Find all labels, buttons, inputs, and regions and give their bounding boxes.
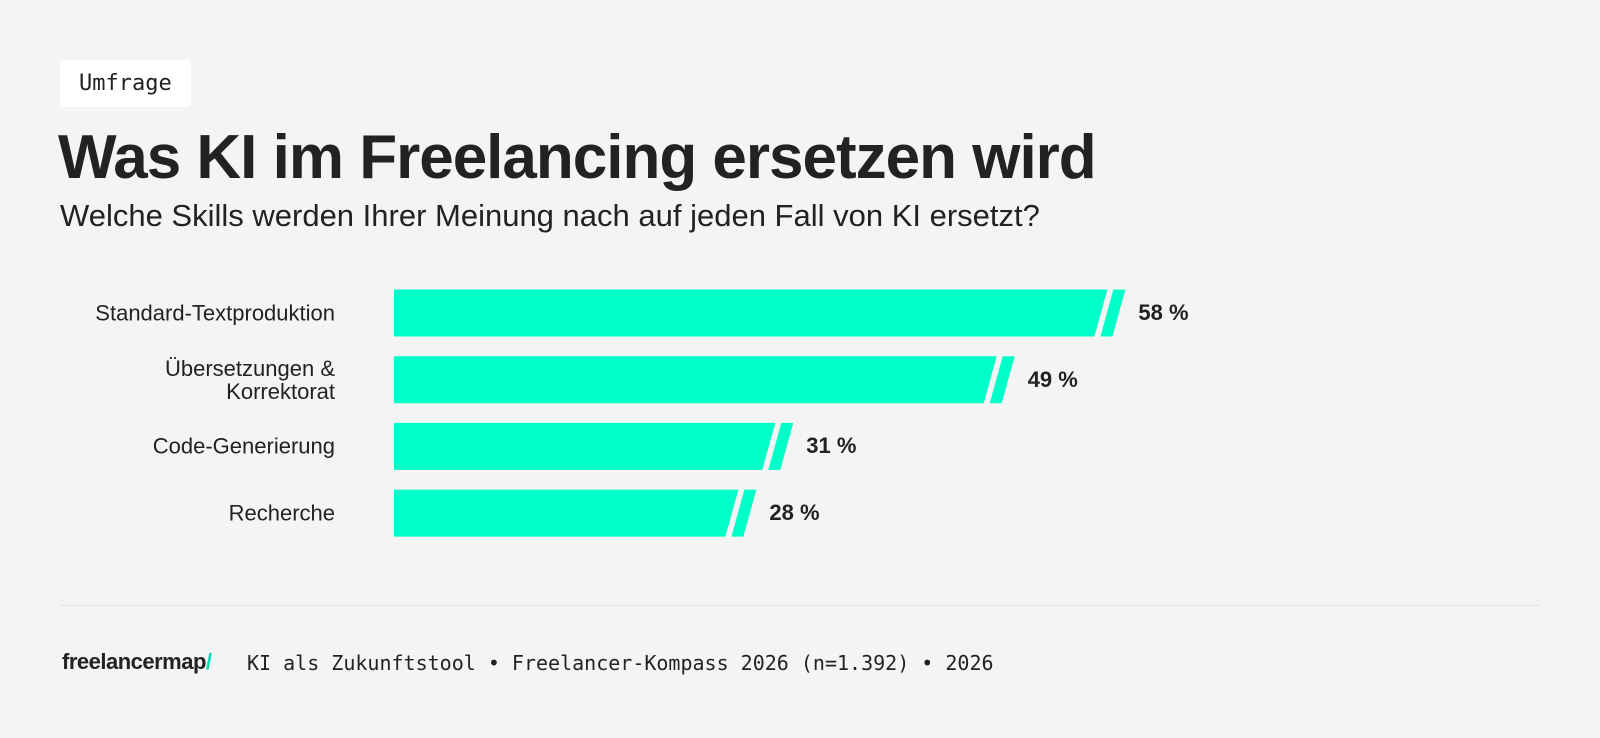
bar-slash [731,489,757,537]
chart-subtitle: Welche Skills werden Ihrer Meinung nach … [60,198,1040,233]
bar [394,422,776,470]
tag: Umfrage [60,60,191,107]
value-label: 28 % [769,500,820,526]
chart-title: Was KI im Freelancing ersetzen wird [58,123,1097,192]
category-label: Standard-Textproduktion [95,300,335,326]
bar-slash [989,356,1015,404]
source: KI als Zukunftstool • Freelancer-Kompass… [247,651,994,675]
bar [394,289,1108,337]
value-label: 58 % [1138,300,1189,325]
logo-text: freelancermap [62,649,206,674]
category-label: Recherche [228,500,335,526]
logo: freelancermap/ [62,649,212,675]
category-label: Übersetzungen & Korrektorat [165,355,335,404]
bar [394,489,739,537]
divider [60,605,1540,606]
category-label: Code-Generierung [152,433,335,459]
value-label: 31 % [806,433,857,459]
bar [394,356,997,404]
logo-slash: / [205,649,212,674]
bar-slash [768,422,794,470]
value-label: 49 % [1027,366,1078,392]
bar-slash [1100,289,1126,337]
